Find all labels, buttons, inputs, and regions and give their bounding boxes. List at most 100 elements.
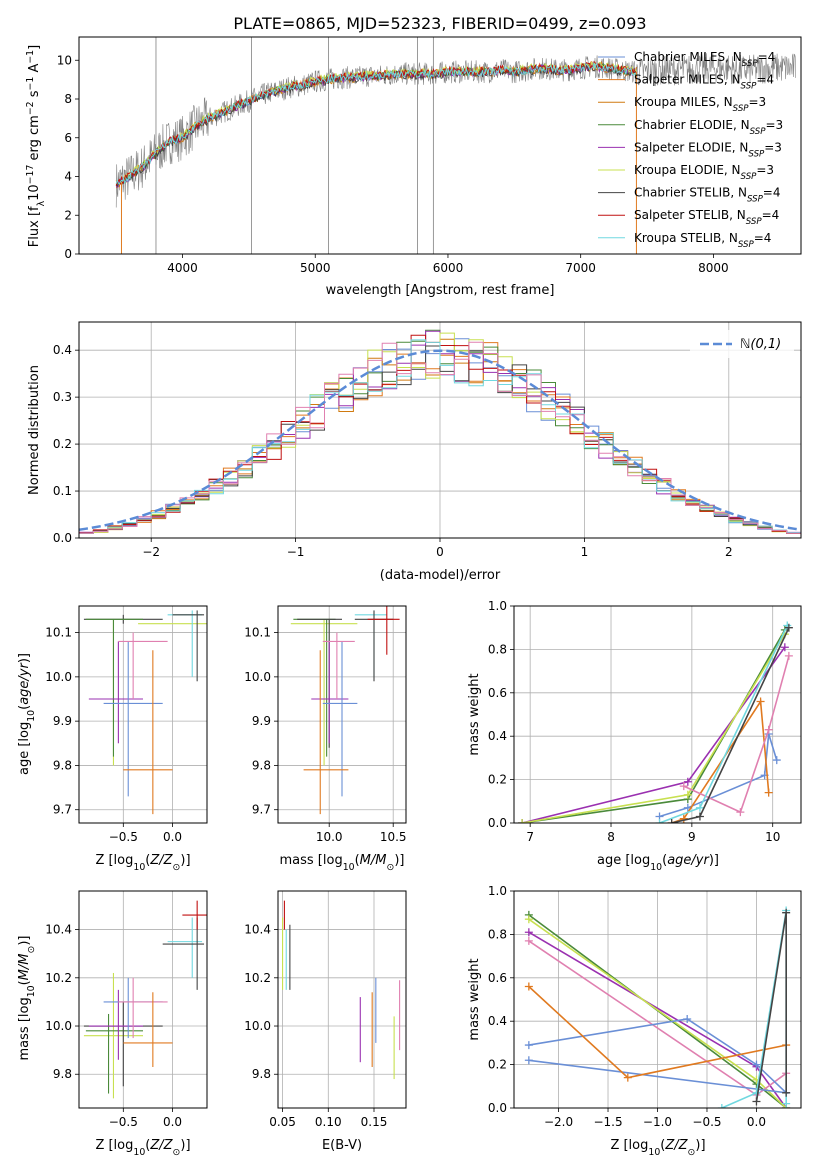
y-tick-label: 9.9: [252, 714, 271, 728]
y-tick-label: 0.8: [488, 927, 507, 941]
series-marker: [782, 1088, 791, 1097]
series-marker: [736, 808, 745, 817]
x-tick-label: 1: [581, 545, 589, 559]
y-tick-label: 9.8: [53, 1067, 72, 1081]
y-tick-label: 0.6: [488, 686, 507, 700]
x-tick-label: −2.0: [544, 1115, 573, 1129]
y-tick-label: 0.2: [53, 437, 72, 451]
series-marker: [518, 819, 527, 823]
series-marker: [764, 725, 773, 734]
series-marker: [784, 651, 793, 660]
y-tick-label: 6: [64, 131, 72, 145]
x-tick-label: −2: [142, 545, 160, 559]
x-tick-label: 0.05: [269, 1115, 296, 1129]
series-marker: [695, 812, 704, 821]
y-tick-label: 0: [64, 247, 72, 261]
series-marker: [679, 782, 688, 791]
mass-weight-vs-age-panel: 7 8 9 10 0.0 0.2 0.4 0.6 0.8 1.0 mass weight age [l…: [467, 599, 802, 873]
legend-label: Chabrier MILES, NSSP=4: [634, 50, 775, 69]
y-tick-label: 0.0: [488, 1101, 507, 1115]
axes-frame: [513, 890, 802, 1109]
axes-frame: [277, 890, 407, 1109]
x-tick-label: 0: [436, 545, 444, 559]
mass-weight-vs-metallicity-panel: −2.0 −1.5 −1.0 −0.5 0.0 0.0 0.2 0.4 0.6 0.8 1.0 mas…: [467, 884, 802, 1158]
x-axis-label: Z [log10(Z/Z⊙)]: [95, 1138, 190, 1158]
series-marker: [524, 936, 533, 945]
series-marker: [667, 819, 676, 823]
series-marker: [752, 1088, 761, 1097]
x-tick-label: 2: [725, 545, 733, 559]
y-tick-label: 0.2: [488, 1058, 507, 1072]
plot-area: [518, 621, 793, 823]
x-tick-label: 0.10: [315, 1115, 342, 1129]
y-tick-label: 0.2: [488, 773, 507, 787]
y-tick-label: 9.8: [252, 1067, 271, 1081]
y-axis-label: mass weight: [467, 958, 482, 1040]
x-tick-label: 0.0: [747, 1115, 766, 1129]
plot-area: [290, 606, 400, 815]
y-tick-label: 0.0: [53, 531, 72, 545]
series-marker: [683, 777, 692, 786]
x-tick-label: 8000: [698, 261, 729, 275]
legend-label: Kroupa MILES, NSSP=3: [634, 95, 766, 114]
plot-area: [79, 329, 801, 538]
legend-label: ℕ(0,1): [740, 337, 781, 352]
series-marker: [752, 1097, 761, 1106]
series-marker: [679, 814, 688, 823]
plot-area: [83, 610, 207, 815]
y-tick-label: 0.4: [488, 729, 507, 743]
series-marker: [782, 908, 791, 917]
y-tick-label: 9.8: [53, 758, 72, 772]
x-axis-label: wavelength [Angstrom, rest frame]: [326, 283, 555, 298]
y-tick-label: 4: [64, 170, 72, 184]
series-marker: [524, 1056, 533, 1065]
series-line: [521, 633, 786, 823]
age-vs-metallicity-panel: −0.5 0.0 9.7 9.8 9.9 10.0 10.1 Z [log10(Z/Z⊙)] a…: [17, 605, 208, 873]
y-tick-label: 0.4: [53, 343, 72, 357]
y-tick-label: 0.8: [488, 642, 507, 656]
axes-frame: [277, 605, 407, 824]
plot-area: [282, 900, 401, 1080]
y-tick-label: 0.3: [53, 390, 72, 404]
y-axis-label: mass [log10(M/M⊙)]: [17, 936, 37, 1061]
x-tick-label: 10.5: [380, 830, 407, 844]
x-tick-label: 8: [607, 830, 615, 844]
y-tick-label: 10.4: [244, 923, 271, 937]
series-marker: [524, 982, 533, 991]
series-line: [755, 912, 788, 1102]
x-tick-label: 9: [688, 830, 696, 844]
y-tick-label: 10: [57, 53, 72, 67]
x-tick-label: −0.5: [109, 1115, 138, 1129]
x-axis-label: Z [log10(Z/Z⊙)]: [610, 1138, 705, 1158]
x-tick-label: −1.5: [593, 1115, 622, 1129]
y-tick-label: 10.2: [244, 971, 271, 985]
y-tick-label: 0.0: [488, 816, 507, 830]
series-line: [671, 699, 770, 823]
series-line: [683, 655, 790, 814]
x-axis-label: Z [log10(Z/Z⊙)]: [95, 853, 190, 873]
y-tick-label: 10.2: [45, 971, 72, 985]
mass-vs-metallicity-panel: −0.5 0.0 9.8 10.0 10.2 10.4 Z [log10(Z/Z⊙)] mas…: [17, 890, 208, 1158]
y-tick-label: 10.0: [244, 670, 271, 684]
legend-label: Kroupa STELIB, NSSP=4: [634, 231, 771, 250]
spectrum-panel: 4000 5000 6000 7000 8000 0 2 4 6 8 10 wavelength [A…: [25, 36, 802, 298]
series-marker: [784, 623, 793, 632]
y-tick-label: 0.6: [488, 971, 507, 985]
figure-title: PLATE=0865, MJD=52323, FIBERID=0499, z=0…: [233, 14, 646, 33]
x-tick-label: 10: [765, 830, 780, 844]
observed-spectrum-line: [115, 52, 796, 208]
series-marker: [780, 643, 789, 652]
y-tick-label: 10.0: [45, 670, 72, 684]
x-tick-label: 6000: [433, 261, 464, 275]
x-axis-label: (data-model)/error: [380, 568, 501, 583]
y-tick-label: 1.0: [488, 599, 507, 613]
series-marker: [524, 1041, 533, 1050]
legend-label: Chabrier STELIB, NSSP=4: [634, 186, 781, 205]
plot-area: [83, 900, 207, 1099]
gaussian-reference-curve: [79, 349, 801, 532]
plot-area: [524, 906, 791, 1108]
series-marker: [623, 1073, 632, 1082]
x-tick-label: −0.5: [692, 1115, 721, 1129]
x-tick-label: 5000: [300, 261, 331, 275]
